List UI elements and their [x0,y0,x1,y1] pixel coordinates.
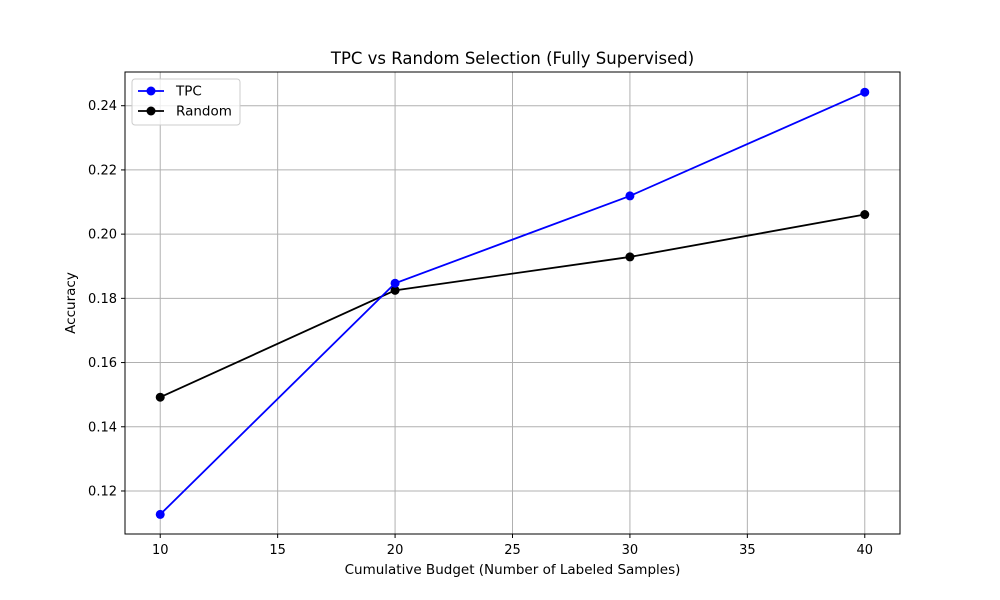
y-tick-label: 0.14 [88,420,117,435]
y-axis-label: Accuracy [63,272,79,334]
y-tick-label: 0.12 [88,484,117,499]
x-tick-label: 20 [387,543,404,558]
legend-label-tpc: TPC [175,84,202,100]
tick-layer: 10 15 20 25 30 35 40 0.12 0.14 0.16 0.18 0.20 0.22 0.… [88,99,873,558]
legend-marker-tpc [146,86,156,96]
y-tick-label: 0.24 [88,99,117,114]
series-line-random [159,213,865,399]
chart-title: TPC vs Random Selection (Fully Supervise… [330,49,694,68]
x-tick-label: 15 [269,543,286,558]
data-point-tpc [155,509,165,519]
data-point-random [155,392,165,402]
series-line-tpc [159,91,866,516]
data-point-random [390,285,400,295]
grid-layer [125,72,900,534]
x-tick-label: 10 [152,543,169,558]
y-tick-label: 0.16 [88,356,117,371]
x-tick-label: 35 [739,543,756,558]
data-point-tpc [390,278,400,288]
y-tick-label: 0.22 [88,163,117,178]
legend: TPC Random [131,78,241,126]
x-tick-label: 40 [856,543,873,558]
data-point-random [860,210,870,220]
y-tick-label: 0.18 [88,292,117,307]
legend-label-random: Random [176,104,232,120]
data-point-tpc [860,87,870,97]
x-axis-label: Cumulative Budget (Number of Labeled Sam… [345,562,681,578]
x-tick-label: 25 [504,543,521,558]
series-layer [155,87,870,519]
data-point-tpc [625,191,635,201]
data-point-random [625,252,635,262]
legend-marker-random [146,106,156,116]
x-tick-label: 30 [622,543,639,558]
y-tick-label: 0.20 [88,228,117,243]
